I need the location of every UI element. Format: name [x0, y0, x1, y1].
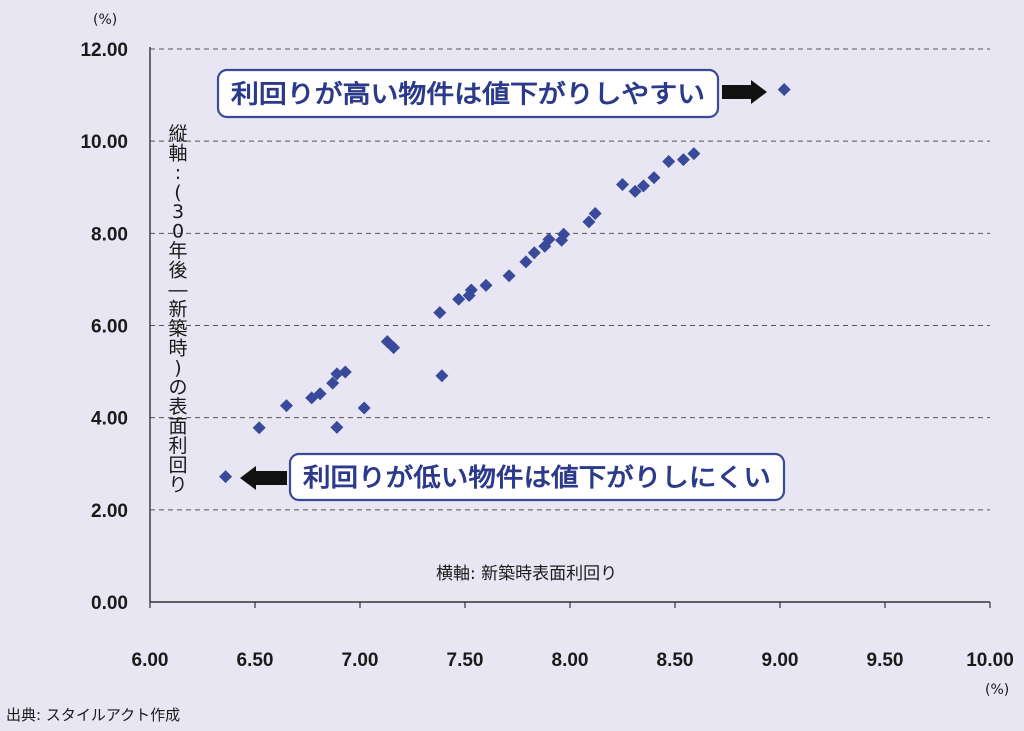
callout-high-yield: 利回りが高い物件は値下がりしやすい — [216, 68, 767, 119]
data-point — [502, 269, 516, 283]
data-point — [330, 420, 344, 434]
data-point — [588, 207, 602, 221]
axes — [149, 47, 991, 608]
y-tick-label: 0.00 — [91, 593, 128, 614]
source-note: 出典: スタイルアクト作成 — [6, 706, 181, 724]
data-point — [338, 365, 352, 379]
x-tick-label: 7.00 — [342, 650, 379, 671]
data-point — [357, 401, 371, 415]
callout-text: 利回りが高い物件は値下がりしやすい — [231, 80, 705, 109]
x-tick-label: 6.50 — [237, 650, 274, 671]
x-unit-label: (%) — [985, 682, 1009, 698]
y-tick-label: 6.00 — [91, 317, 128, 338]
data-point — [582, 215, 596, 229]
data-point — [557, 227, 571, 241]
data-point — [637, 179, 650, 193]
data-point — [647, 171, 661, 185]
y-tick-label: 2.00 — [91, 501, 128, 522]
data-point — [326, 376, 340, 390]
callout-low-yield: 利回りが低い物件は値下がりしにくい — [240, 452, 786, 502]
y-axis-label: 縦軸:(3 0 年後―新築時)の表面利回り — [168, 123, 187, 496]
data-point — [219, 470, 233, 484]
x-tick-label: 9.00 — [762, 650, 799, 671]
data-point — [330, 367, 344, 381]
data-point — [777, 83, 791, 97]
data-point — [452, 292, 466, 306]
x-tick-label: 8.00 — [552, 650, 589, 671]
x-tick-label: 8.50 — [657, 650, 694, 671]
data-point — [628, 184, 642, 198]
x-tick-label: 7.50 — [447, 650, 484, 671]
y-tick-labels: 0.00 2.00 4.00 6.00 8.00 10.00 12.00 — [80, 40, 128, 614]
arrow-right-icon — [722, 80, 767, 104]
data-point — [519, 255, 533, 269]
data-points — [219, 83, 791, 484]
y-tick-label: 4.00 — [91, 409, 128, 430]
y-unit-label: (%) — [93, 12, 117, 28]
data-point — [687, 147, 701, 161]
data-point — [313, 387, 327, 401]
data-point — [542, 232, 556, 246]
x-axis-label: 横軸: 新築時表面利回り — [436, 564, 617, 584]
data-point — [527, 246, 541, 260]
arrow-left-icon — [240, 466, 287, 490]
grid-lines — [150, 48, 990, 511]
x-tick-label: 10.00 — [966, 650, 1014, 671]
callout-box — [216, 68, 720, 119]
x-tick-label: 6.00 — [132, 650, 169, 671]
y-axis-title: 縦軸:(3 0 年後―新築時)の表面利回り — [168, 123, 187, 496]
data-point — [676, 153, 690, 167]
data-point — [280, 399, 293, 413]
callout-text: 利回りが低い物件は値下がりしにくい — [303, 463, 771, 492]
y-tick-label: 12.00 — [80, 40, 128, 61]
x-tick-labels: 6.00 6.50 7.00 7.50 8.00 8.50 9.00 9.50 10.00 — [132, 650, 1014, 671]
data-point — [662, 154, 676, 168]
data-point — [479, 278, 493, 292]
y-tick-label: 8.00 — [91, 224, 128, 245]
data-point — [616, 177, 629, 191]
x-tick-label: 9.50 — [867, 650, 904, 671]
data-point — [464, 283, 478, 297]
data-point — [433, 306, 447, 320]
callout-box — [288, 452, 786, 502]
data-point — [252, 421, 266, 435]
y-tick-label: 10.00 — [80, 132, 128, 153]
data-point — [387, 341, 401, 355]
data-point — [435, 369, 449, 383]
